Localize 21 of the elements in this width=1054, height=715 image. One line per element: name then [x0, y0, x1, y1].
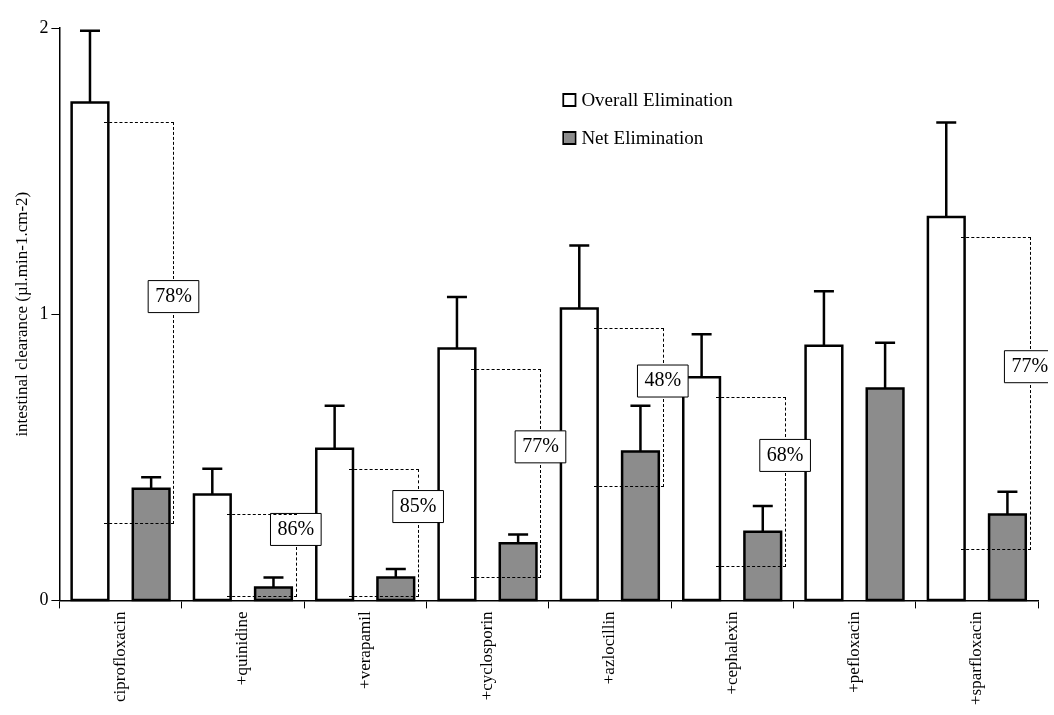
legend-label: Net Elimination — [581, 126, 704, 148]
y-tick-label: 1 — [39, 302, 49, 323]
legend-label: Overall Elimination — [581, 88, 734, 110]
annotation: 78% — [155, 283, 192, 306]
annotation: 77% — [522, 434, 559, 457]
x-tick-label: +pefloxacin — [843, 610, 863, 693]
annotation: 48% — [644, 368, 682, 391]
annotation: 85% — [399, 493, 437, 516]
annotation: 68% — [766, 442, 804, 465]
x-tick-label: +azlocillin — [599, 610, 619, 685]
x-tick-label: +cephalexin — [721, 610, 741, 695]
y-axis-title: intestinal clearance (µl.min-1.cm-2) — [11, 191, 31, 437]
x-tick-label: +sparfloxacin — [966, 610, 986, 705]
y-tick-label: 0 — [39, 589, 49, 610]
x-tick-label: ciprofloxacin — [110, 610, 130, 703]
x-tick-label: +verapamil — [354, 611, 374, 689]
annotation: 77% — [1011, 353, 1049, 376]
x-tick-label: +quinidine — [232, 611, 252, 686]
y-tick-label: 2 — [39, 16, 49, 37]
x-tick-label: +cyclosporin — [477, 610, 497, 701]
annotation: 86% — [277, 516, 315, 539]
